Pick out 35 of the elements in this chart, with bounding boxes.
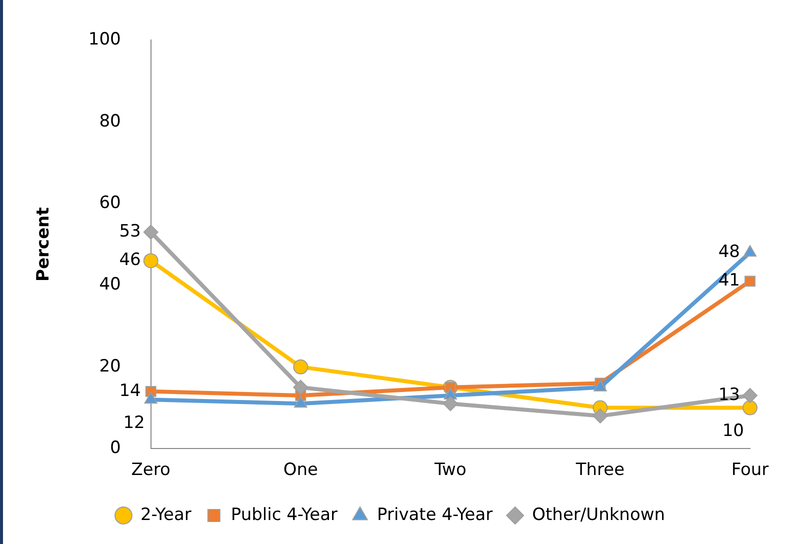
y-tick-label: 80	[99, 111, 121, 132]
data-label: 10	[722, 421, 744, 442]
x-tick-label: Three	[574, 460, 625, 480]
y-axis-title: Percent	[34, 207, 54, 282]
point	[143, 224, 158, 240]
legend-label: 2-Year	[140, 504, 192, 525]
y-tick-label: 20	[99, 356, 121, 376]
point	[742, 388, 758, 404]
data-label: 46	[119, 250, 141, 270]
point	[742, 400, 758, 416]
y-tick-label: 40	[99, 274, 121, 295]
y-tick-label: 60	[99, 192, 121, 213]
x-tick-label: Four	[731, 460, 769, 480]
data-label: 48	[718, 242, 740, 262]
point	[293, 380, 308, 395]
legend-label: Private 4-Year	[377, 504, 493, 525]
data-label: 12	[123, 413, 145, 434]
point	[293, 359, 308, 374]
y-tick-label: 100	[88, 30, 121, 50]
x-tick-label: Two	[433, 460, 466, 480]
point	[144, 392, 158, 404]
point	[442, 396, 458, 412]
y-tick-label: 0	[110, 438, 121, 458]
x-tick-label: One	[283, 460, 318, 480]
legend-label: Other/Unknown	[532, 504, 666, 525]
data-label: 13	[718, 384, 740, 405]
point	[592, 408, 608, 424]
point	[294, 396, 308, 408]
data-label: 41	[718, 270, 740, 291]
x-tick-label: Zero	[131, 460, 170, 480]
point	[744, 276, 756, 287]
data-label: 14	[119, 380, 141, 401]
point	[143, 253, 158, 268]
data-label: 53	[119, 222, 141, 242]
legend-label: Public 4-Year	[230, 504, 338, 525]
